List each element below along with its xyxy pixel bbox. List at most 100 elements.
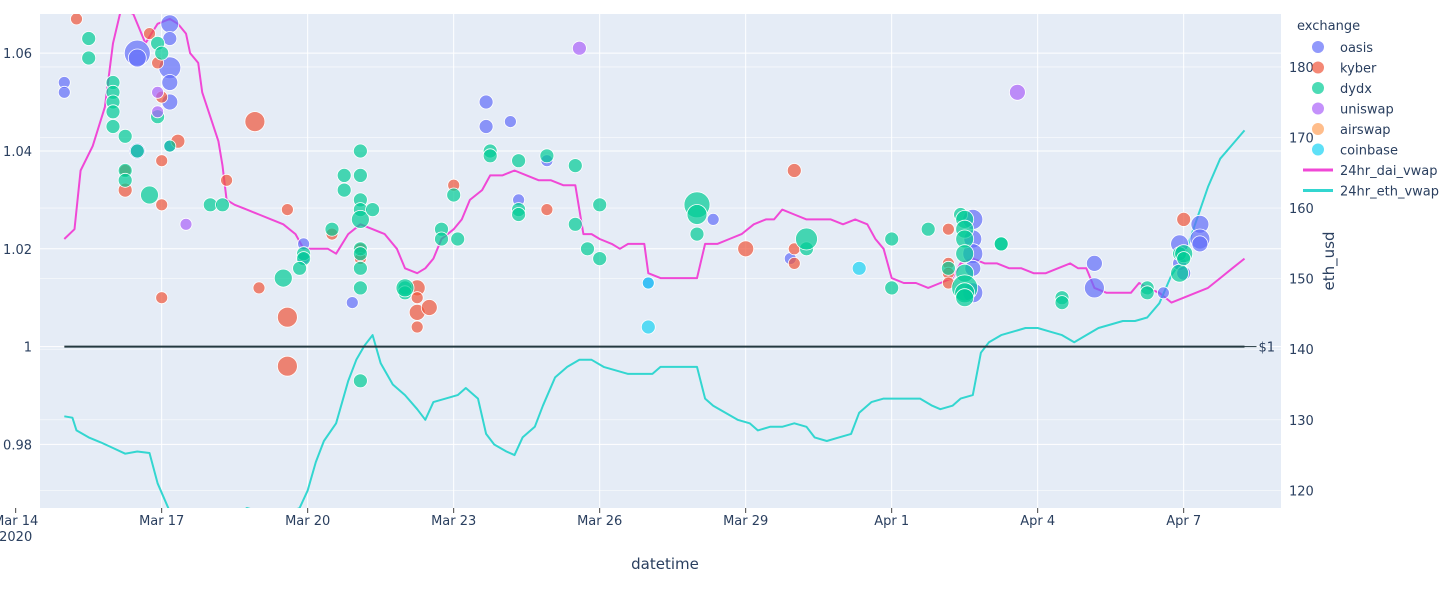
x-tick-label: Apr 1 bbox=[874, 514, 909, 529]
marker-oasis bbox=[57, 85, 71, 99]
y-tick-label: 1 bbox=[24, 341, 32, 356]
marker-oasis bbox=[1084, 277, 1105, 299]
legend-label-oasis: oasis bbox=[1340, 41, 1373, 56]
y2-tick-label: 170 bbox=[1289, 132, 1314, 147]
marker-coinbase bbox=[641, 276, 655, 290]
marker-dydx bbox=[350, 209, 370, 229]
marker-dydx bbox=[686, 204, 708, 225]
marker-dydx bbox=[434, 231, 449, 247]
marker-kyber bbox=[155, 291, 169, 305]
x-axis-title: datetime bbox=[631, 555, 699, 573]
marker-dydx bbox=[324, 221, 340, 237]
legend-swatch-kyber bbox=[1312, 61, 1324, 74]
legend-item-kyber[interactable]: kyber bbox=[1312, 61, 1377, 77]
marker-dydx bbox=[592, 197, 608, 213]
marker-kyber bbox=[1176, 211, 1192, 227]
marker-dydx bbox=[955, 288, 975, 308]
marker-kyber bbox=[786, 163, 802, 178]
legend-item-dydx[interactable]: dydx bbox=[1312, 82, 1372, 97]
marker-dydx bbox=[352, 373, 368, 389]
marker-dydx bbox=[352, 167, 368, 183]
legend-title: exchange bbox=[1297, 19, 1360, 34]
marker-dydx bbox=[993, 236, 1009, 252]
legend-label-airswap: airswap bbox=[1340, 123, 1391, 138]
marker-oasis bbox=[706, 212, 720, 226]
x-tick-label: Mar 29 bbox=[723, 514, 768, 529]
marker-uniswap bbox=[179, 217, 193, 231]
legend-label-kyber: kyber bbox=[1340, 62, 1377, 77]
y2-axis-title: eth_usd bbox=[1320, 232, 1339, 291]
legend[interactable]: exchange oasis kyber dydx uniswap airswap coin… bbox=[1297, 19, 1439, 200]
marker-kyber bbox=[276, 355, 298, 377]
marker-dydx bbox=[795, 227, 818, 251]
marker-dydx bbox=[117, 128, 133, 144]
marker-oasis bbox=[478, 119, 494, 134]
marker-kyber bbox=[420, 299, 438, 316]
marker-dydx bbox=[884, 231, 900, 247]
marker-uniswap bbox=[1009, 83, 1026, 101]
marker-dydx bbox=[365, 202, 381, 218]
y-tick-label: 0.98 bbox=[3, 438, 32, 453]
marker-dydx bbox=[884, 280, 900, 296]
marker-dydx bbox=[482, 148, 498, 164]
marker-uniswap bbox=[151, 85, 165, 99]
x-tick-label: Mar 17 bbox=[139, 514, 184, 529]
legend-label-coinbase: coinbase bbox=[1340, 144, 1398, 159]
x-tick-label: Mar 20 bbox=[285, 514, 330, 529]
marker-oasis bbox=[503, 115, 517, 128]
marker-coinbase bbox=[640, 319, 656, 335]
legend-item-uniswap[interactable]: uniswap bbox=[1312, 102, 1394, 118]
marker-dydx bbox=[81, 50, 97, 66]
legend-item-24hr_dai_vwap[interactable]: 24hr_dai_vwap bbox=[1303, 164, 1438, 179]
marker-dydx bbox=[352, 280, 368, 296]
marker-dydx bbox=[273, 268, 293, 288]
marker-kyber bbox=[220, 173, 234, 187]
marker-dydx bbox=[292, 260, 308, 276]
marker-kyber bbox=[540, 203, 554, 217]
legend-label-dydx: dydx bbox=[1340, 82, 1372, 97]
y-tick-label: 1.06 bbox=[3, 47, 32, 62]
series-layer bbox=[57, 14, 1246, 508]
marker-kyber bbox=[244, 111, 266, 132]
legend-label-24hr_eth_vwap: 24hr_eth_vwap bbox=[1340, 185, 1439, 200]
x-tick-label: Apr 7 bbox=[1166, 514, 1201, 529]
x-tick-label: Mar 14 bbox=[0, 514, 38, 529]
marker-oasis bbox=[127, 48, 147, 68]
marker-dydx bbox=[941, 260, 956, 276]
y2-tick-label: 180 bbox=[1289, 61, 1314, 76]
marker-dydx bbox=[1139, 285, 1155, 301]
marker-kyber bbox=[155, 154, 169, 168]
x-tick-label: Mar 23 bbox=[431, 514, 476, 529]
marker-dydx bbox=[352, 260, 368, 276]
marker-dydx bbox=[920, 221, 936, 237]
marker-dydx bbox=[352, 246, 368, 262]
marker-dydx bbox=[450, 231, 466, 247]
marker-kyber bbox=[252, 281, 266, 295]
legend-item-airswap[interactable]: airswap bbox=[1312, 123, 1391, 138]
marker-dydx bbox=[336, 182, 352, 198]
marker-oasis bbox=[1086, 254, 1103, 272]
marker-dydx bbox=[592, 251, 608, 267]
x-tick-sublabel: 2020 bbox=[0, 530, 32, 545]
y-tick-label: 1.02 bbox=[3, 243, 32, 258]
legend-item-oasis[interactable]: oasis bbox=[1312, 41, 1373, 56]
legend-item-24hr_eth_vwap[interactable]: 24hr_eth_vwap bbox=[1303, 185, 1439, 200]
marker-kyber bbox=[70, 14, 83, 26]
y2-tick-label: 160 bbox=[1289, 202, 1314, 217]
marker-dydx bbox=[154, 45, 170, 61]
marker-dydx bbox=[1054, 295, 1070, 311]
y2-tick-label: 130 bbox=[1289, 414, 1314, 429]
marker-oasis bbox=[161, 74, 179, 91]
marker-dydx bbox=[567, 158, 583, 174]
marker-dydx bbox=[580, 241, 595, 257]
marker-dydx bbox=[336, 167, 352, 183]
legend-swatch-uniswap bbox=[1312, 102, 1324, 115]
legend-label-24hr_dai_vwap: 24hr_dai_vwap bbox=[1340, 164, 1438, 179]
marker-dydx bbox=[511, 153, 526, 169]
x-tick-label: Apr 4 bbox=[1020, 514, 1055, 529]
marker-dydx bbox=[1170, 263, 1189, 283]
legend-item-coinbase[interactable]: coinbase bbox=[1312, 143, 1398, 159]
y2-tick-label: 150 bbox=[1289, 273, 1314, 288]
marker-kyber bbox=[410, 320, 424, 334]
marker-kyber bbox=[737, 240, 755, 258]
